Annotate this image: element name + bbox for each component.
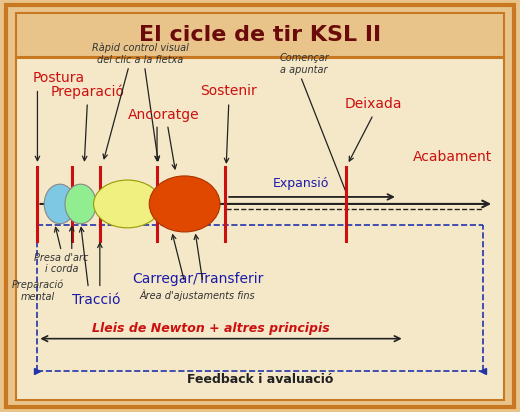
Text: Carregar/Transferir: Carregar/Transferir [132, 272, 263, 286]
Text: Preparació: Preparació [50, 84, 124, 99]
FancyBboxPatch shape [16, 58, 504, 400]
Ellipse shape [94, 180, 161, 228]
Text: Àrea d'ajustaments fins: Àrea d'ajustaments fins [140, 288, 255, 301]
Text: Tracció: Tracció [72, 293, 121, 307]
Text: Acabament: Acabament [413, 150, 492, 164]
Text: Començar
a apuntar: Començar a apuntar [279, 53, 329, 75]
Text: Ràpid control visual
del clic a la fletxa: Ràpid control visual del clic a la fletx… [92, 42, 189, 65]
Text: Preparació
mental: Preparació mental [11, 279, 63, 302]
Ellipse shape [149, 176, 220, 232]
Text: Feedback i avaluació: Feedback i avaluació [187, 373, 333, 386]
Text: Presa d'arc
i corda: Presa d'arc i corda [34, 253, 88, 274]
Ellipse shape [65, 184, 96, 224]
Text: El cicle de tir KSL II: El cicle de tir KSL II [139, 25, 381, 44]
FancyBboxPatch shape [6, 5, 514, 407]
Text: Ancoratge: Ancoratge [128, 108, 200, 122]
Text: Deixada: Deixada [345, 97, 402, 111]
FancyBboxPatch shape [16, 13, 504, 57]
Ellipse shape [44, 184, 75, 224]
Text: Sostenir: Sostenir [200, 84, 257, 98]
Text: Expansió: Expansió [272, 177, 329, 190]
Text: Lleis de Newton + altres principis: Lleis de Newton + altres principis [92, 322, 330, 335]
Text: Postura: Postura [32, 71, 84, 85]
